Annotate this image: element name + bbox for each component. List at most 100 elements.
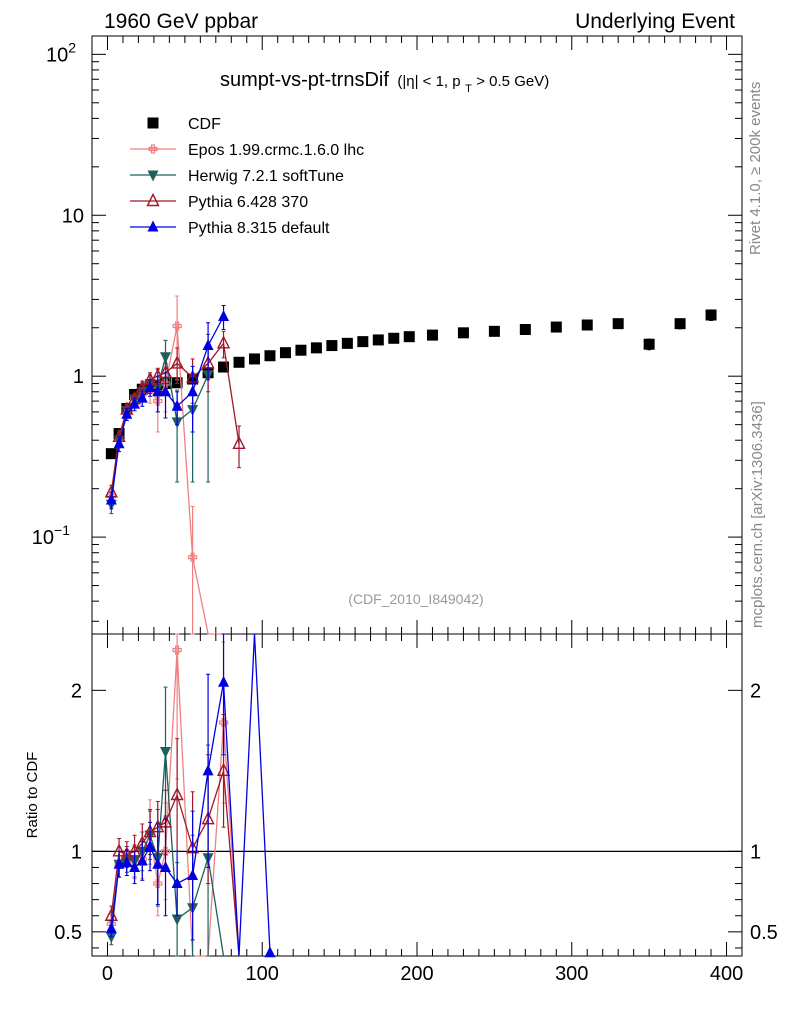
- main-point-pythia8: [152, 385, 164, 397]
- header-left: 1960 GeV ppbar: [104, 10, 258, 33]
- ratio-y-tick-label: 2: [71, 680, 82, 702]
- legend-label-epos: Epos 1.99.crmc.1.6.0 lhc: [188, 142, 364, 159]
- main-point-cdf: [612, 318, 624, 330]
- ratio-point-pythia6: [216, 762, 231, 777]
- legend-marker-cdf: [147, 117, 159, 129]
- main-y-tick-label-base: 10: [32, 527, 54, 549]
- main-point-pythia8: [136, 391, 148, 403]
- main-point-epos: [187, 552, 198, 562]
- main-point-pythia8: [113, 437, 125, 449]
- main-point-pythia6: [232, 435, 246, 450]
- main-point-cdf: [550, 321, 562, 333]
- ratio-point-epos-h: [172, 647, 182, 653]
- ratio-point-pythia6: [170, 786, 184, 801]
- x-tick-label: 0: [102, 963, 113, 985]
- main-point-herwig: [160, 352, 172, 364]
- ratio-point-pythia8: [129, 860, 141, 872]
- plot-title-main: sumpt-vs-pt-trnsDif: [220, 69, 389, 91]
- ratio-y-tick-label-right: 1: [750, 841, 761, 863]
- legend-marker-epos: [148, 144, 158, 154]
- plot-title-cuts-a: (|η| < 1, p: [397, 73, 460, 90]
- ratio-series-pythia8: [105, 633, 276, 958]
- legend-marker-pythia8: [147, 220, 159, 232]
- legend-marker-epos-v: [150, 144, 156, 154]
- main-point-epos-v: [190, 552, 195, 562]
- main-point-epos-h: [172, 323, 182, 329]
- main-point-cdf: [426, 329, 438, 341]
- ratio-axes: 0.5 0.5 1 1 2 2 0 100 200 300 400: [54, 634, 778, 985]
- ratio-point-pythia8: [144, 840, 156, 852]
- ratio-point-pythia8: [264, 946, 276, 958]
- main-point-cdf: [388, 332, 400, 344]
- main-point-pythia8: [171, 399, 183, 411]
- main-point-cdf: [457, 327, 469, 339]
- ratio-point-herwig: [160, 747, 172, 759]
- main-point-cdf: [279, 347, 291, 359]
- main-point-cdf: [403, 331, 415, 343]
- legend-label-pythia6: Pythia 6.428 370: [188, 194, 308, 211]
- main-y-tick-label-base: 1: [73, 366, 84, 388]
- legend-marker-herwig: [147, 170, 159, 182]
- main-point-cdf: [295, 344, 307, 356]
- legend-label-pythia8: Pythia 8.315 default: [188, 220, 330, 237]
- legend-marker-epos-h: [148, 146, 158, 152]
- main-point-cdf: [674, 318, 686, 330]
- plot-title-cuts-b: > 0.5 GeV): [476, 73, 549, 90]
- ratio-point-epos-v: [175, 645, 180, 655]
- main-point-pythia6: [216, 335, 231, 349]
- main-point-cdf: [310, 342, 322, 354]
- main-point-pythia8: [129, 397, 141, 409]
- ratio-point-pythia8: [121, 856, 133, 868]
- main-point-pythia8: [218, 309, 230, 321]
- x-tick-label: 100: [246, 963, 279, 985]
- main-point-cdf: [249, 353, 260, 365]
- ratio-point-herwig: [105, 932, 117, 944]
- main-point-cdf: [581, 319, 593, 331]
- ratio-ylabel: Ratio to CDF: [24, 752, 41, 839]
- ratio-series: [104, 633, 276, 958]
- main-point-epos-h: [187, 555, 198, 560]
- main-series-herwig: [105, 333, 214, 515]
- main-point-cdf: [705, 309, 717, 321]
- ratio-point-pythia8: [202, 764, 214, 776]
- main-y-tick-label: 102: [46, 39, 76, 66]
- main-point-cdf: [488, 325, 500, 337]
- legend-label-herwig: Herwig 7.2.1 softTune: [188, 168, 344, 185]
- main-series-pythia8: [105, 304, 230, 510]
- ratio-y-tick-label: 1: [71, 841, 82, 863]
- main-point-pythia8: [105, 493, 117, 505]
- main-point-cdf: [519, 324, 531, 336]
- legend-marker-pythia6: [146, 192, 160, 207]
- ratio-series-line-epos: [110, 650, 240, 957]
- ratio-point-pythia8: [171, 877, 183, 889]
- plot-title: sumpt-vs-pt-trnsDif (|η| < 1, p T > 0.5 …: [220, 69, 549, 96]
- header-right: Underlying Event: [575, 10, 735, 33]
- x-tick-label: 300: [555, 963, 588, 985]
- ratio-y-tick-label-right: 0.5: [750, 922, 778, 944]
- ratio-point-pythia8: [136, 854, 148, 866]
- main-point-pythia6: [170, 355, 184, 369]
- ratio-point-pythia8: [187, 869, 199, 880]
- main-point-cdf: [233, 356, 245, 368]
- main-point-epos-v: [175, 321, 180, 331]
- main-series-cdf: [105, 309, 717, 460]
- main-y-tick-label-exp: −1: [54, 522, 70, 538]
- x-tick-label: 200: [400, 963, 433, 985]
- main-point-epos: [172, 321, 182, 331]
- main-point-cdf: [341, 337, 353, 349]
- ratio-point-epos: [172, 645, 182, 655]
- main-point-cdf: [372, 334, 384, 346]
- main-point-cdf: [105, 448, 117, 460]
- main-point-cdf: [357, 336, 369, 348]
- ratio-series-pythia6: [104, 714, 240, 957]
- ratio-y-tick-label: 0.5: [54, 922, 82, 944]
- ratio-y-tick-label-right: 2: [750, 680, 761, 702]
- plot-title-cuts-sub: T: [465, 83, 472, 95]
- ratio-point-pythia8: [105, 922, 117, 934]
- watermark: (CDF_2010_I849042): [348, 591, 483, 607]
- ratio-point-pythia8: [113, 857, 125, 869]
- ratio-point-pythia8: [160, 860, 172, 872]
- main-y-tick-label: 1: [73, 366, 84, 388]
